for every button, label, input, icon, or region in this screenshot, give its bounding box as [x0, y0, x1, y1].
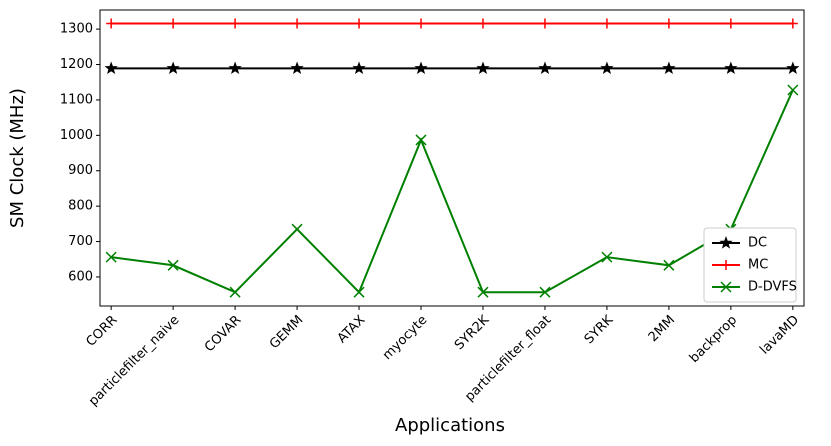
marker [600, 61, 614, 75]
marker [538, 61, 552, 75]
marker [787, 84, 799, 96]
marker [352, 61, 366, 75]
marker [228, 61, 242, 75]
marker [166, 61, 180, 75]
marker [787, 18, 798, 29]
series-line [111, 89, 794, 294]
x-tick-label: GEMM [267, 313, 306, 352]
plot-area [99, 9, 805, 307]
marker [786, 61, 800, 75]
x-tick-label: ATAX [335, 313, 369, 347]
legend-label: MC [748, 258, 768, 273]
x-tick-label: SYRK [582, 312, 617, 347]
marker [229, 286, 241, 298]
marker [476, 61, 490, 75]
marker [662, 61, 676, 75]
marker [290, 61, 304, 75]
y-tick-label: 700 [68, 234, 93, 249]
y-tick-label: 900 [68, 163, 93, 178]
y-tick-label: 1200 [60, 57, 93, 72]
marker [724, 61, 738, 75]
marker [291, 223, 303, 235]
x-tick-label: 2MM [646, 313, 678, 345]
marker [168, 18, 179, 29]
marker [416, 18, 427, 29]
marker [415, 134, 427, 146]
x-axis-label: Applications [395, 415, 505, 436]
legend-label: D-DVFS [748, 280, 797, 295]
marker [230, 18, 241, 29]
x-tick-label: SYR2K [452, 312, 493, 353]
marker [477, 286, 489, 298]
x-tick-label: COVAR [202, 313, 244, 355]
marker [105, 251, 117, 263]
marker [292, 18, 303, 29]
marker [721, 260, 731, 270]
marker [104, 61, 118, 75]
x-tick-label: lavaMD [757, 313, 802, 358]
x-tick-label: myocyte [380, 313, 430, 363]
marker [725, 18, 736, 29]
marker [720, 281, 732, 293]
y-tick-label: 800 [68, 199, 93, 214]
marker [663, 259, 675, 271]
y-axis-label: SM Clock (MHz) [7, 88, 28, 228]
marker [719, 236, 733, 249]
marker [539, 286, 551, 298]
y-tick-label: 1300 [60, 22, 93, 37]
marker [353, 286, 365, 298]
marker [663, 18, 674, 29]
marker [601, 18, 612, 29]
legend-label: DC [748, 236, 767, 251]
marker [167, 259, 179, 271]
marker [354, 18, 365, 29]
y-tick-label: 1000 [60, 128, 93, 143]
marker [414, 61, 428, 75]
y-tick-label: 600 [68, 269, 93, 284]
x-tick-label: CORR [83, 313, 120, 350]
marker [106, 18, 117, 29]
marker [601, 251, 613, 263]
legend: DC MC D-DVFS [703, 227, 797, 303]
marker [477, 18, 488, 29]
marker [539, 18, 550, 29]
y-tick-label: 1100 [60, 92, 93, 107]
x-tick-label: backprop [687, 313, 740, 366]
